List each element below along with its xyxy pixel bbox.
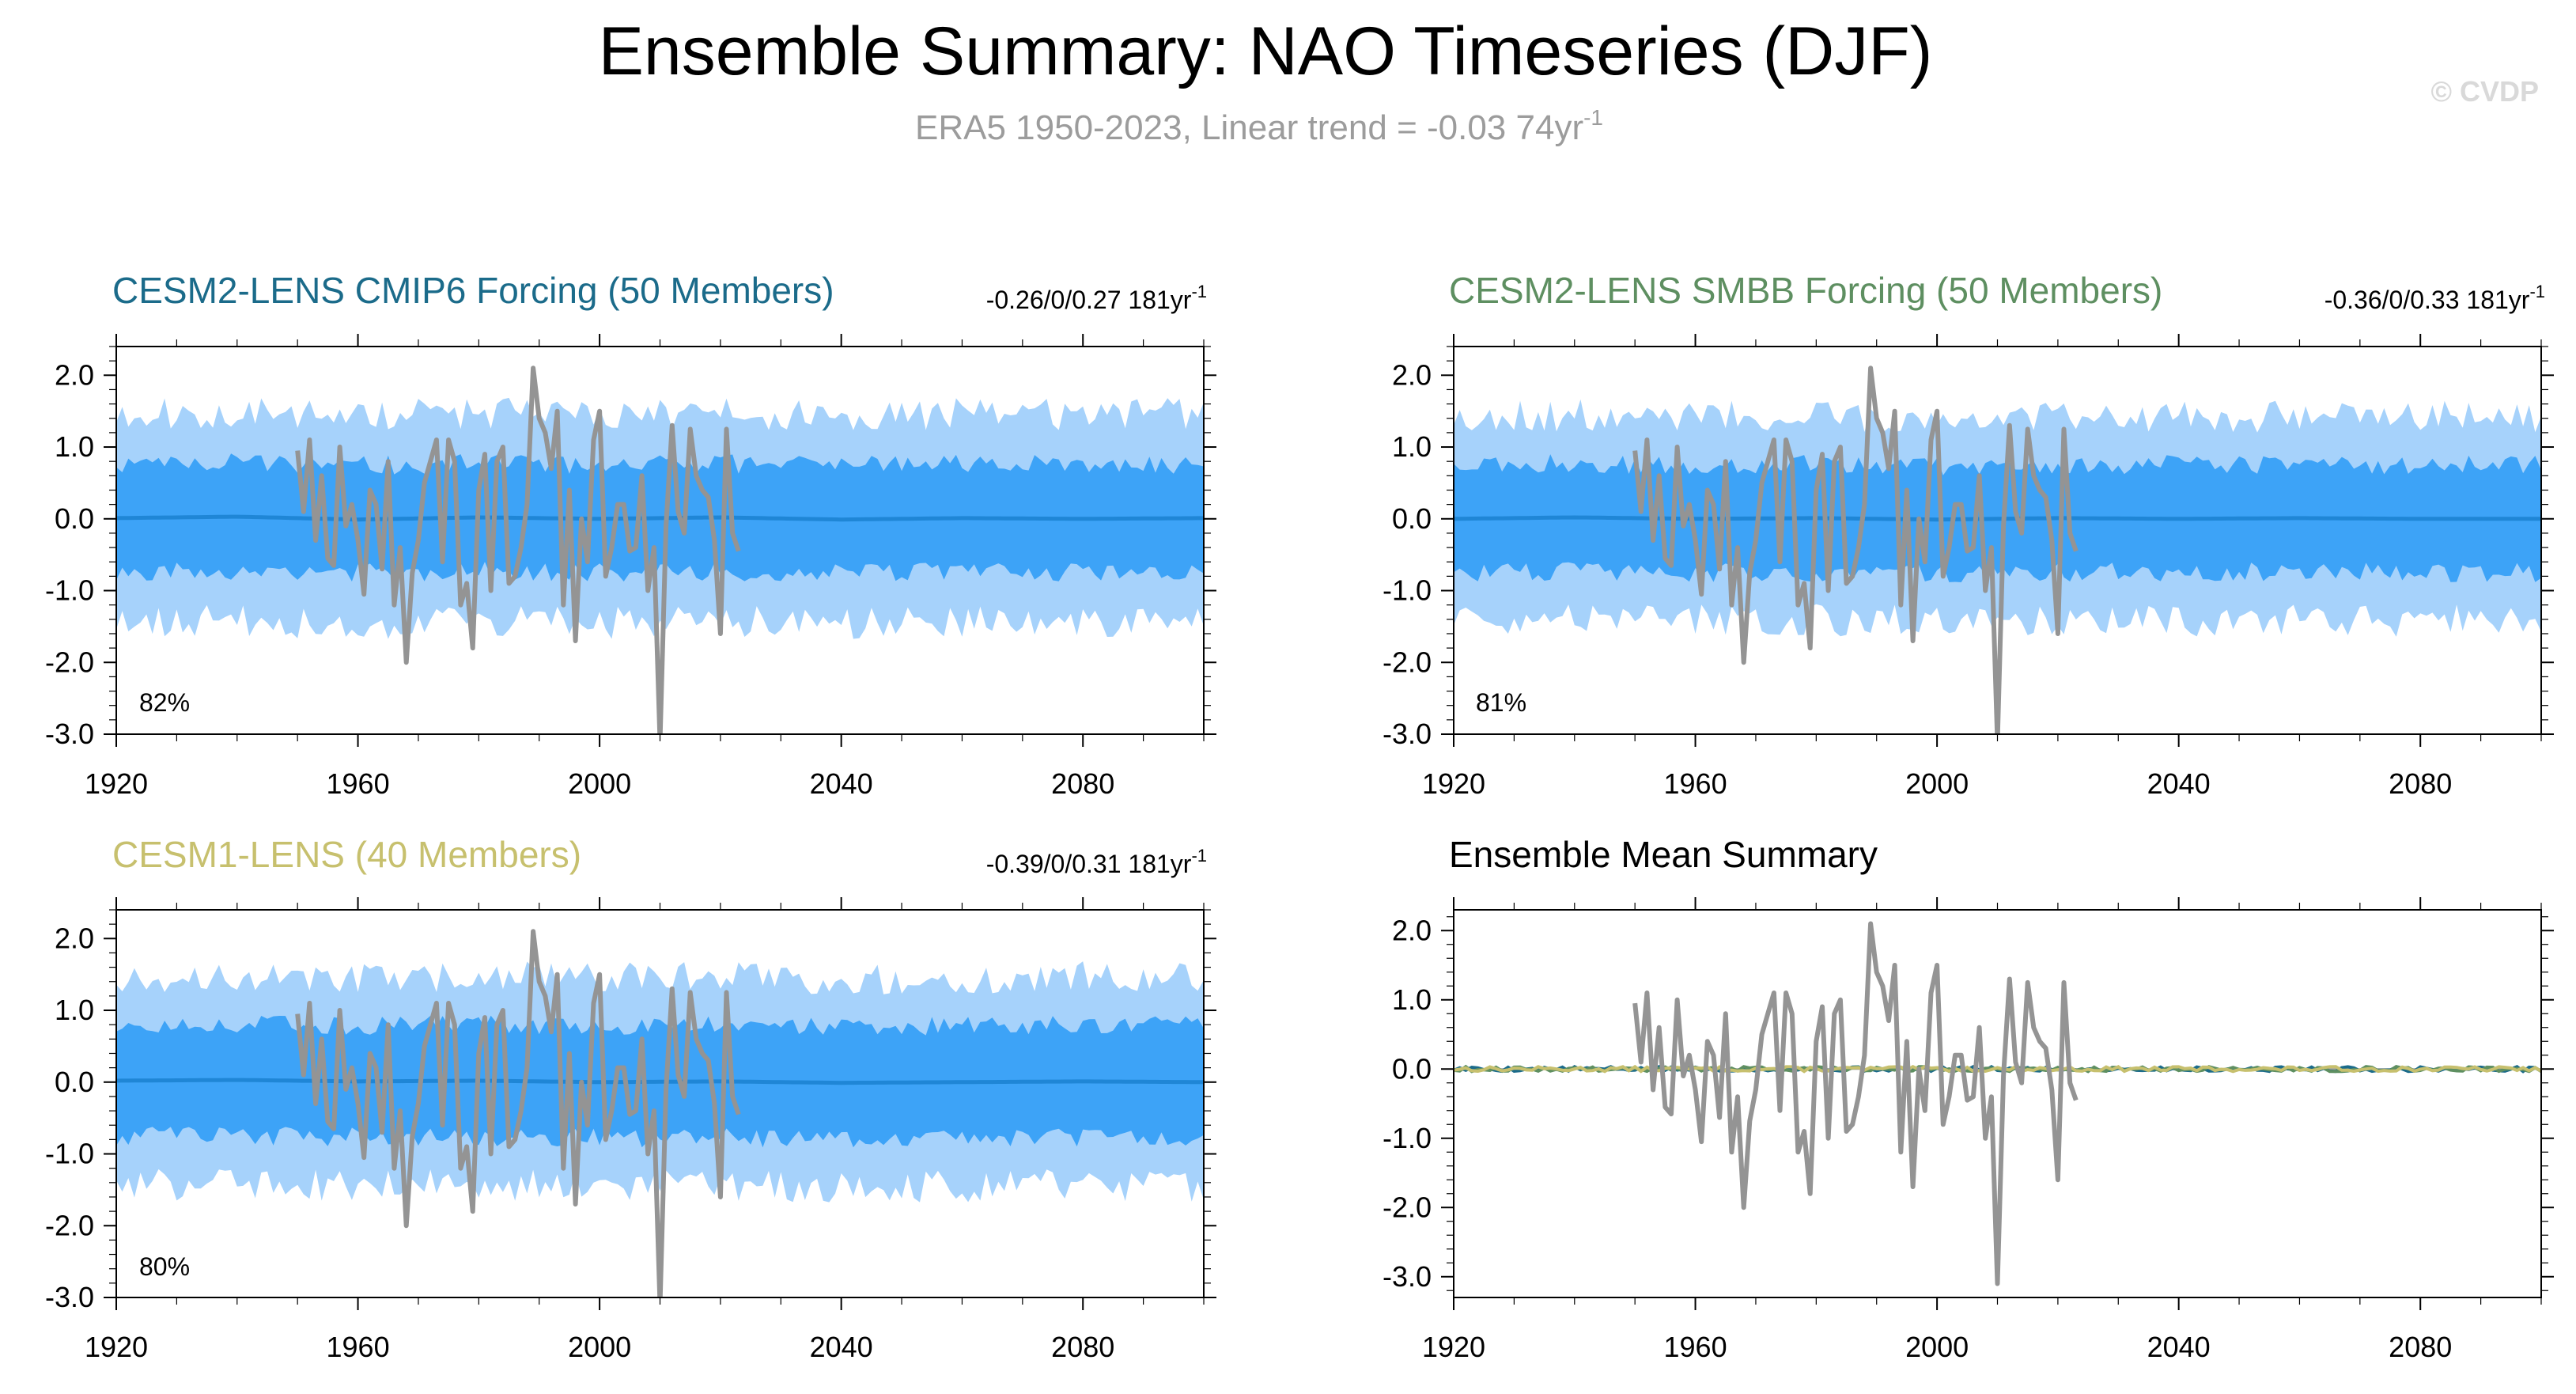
x-tick-label: 2080 <box>2389 767 2452 800</box>
y-tick-label: 0.0 <box>1392 502 1432 535</box>
summary-series-2 <box>1454 1064 2541 1074</box>
y-tick-label: -3.0 <box>45 1281 94 1313</box>
trend-text-cmip6: -0.26/0/0.27 181yr <box>986 286 1192 314</box>
panel-cesm1: CESM1-LENS (40 Members) -0.39/0/0.31 181… <box>45 834 1216 1363</box>
trend-text-cesm1: -0.39/0/0.31 181yr <box>986 850 1192 878</box>
x-tick-label: 2080 <box>1051 767 1114 800</box>
x-tick-label: 1960 <box>1664 1331 1727 1363</box>
ensemble-mean-line-cesm1 <box>116 1078 1204 1085</box>
x-tick-label: 1920 <box>1422 1331 1485 1363</box>
y-tick-label: 2.0 <box>55 922 94 954</box>
x-tick-label: 1960 <box>327 767 390 800</box>
y-tick-label: 1.0 <box>1392 983 1432 1016</box>
panel-title-summary: Ensemble Mean Summary <box>1449 834 1878 875</box>
x-tick-label: 2080 <box>2389 1331 2452 1363</box>
y-tick-label: 0.0 <box>55 502 94 535</box>
figure-title: Ensemble Summary: NAO Timeseries (DJF) <box>599 13 1933 89</box>
y-tick-label: 2.0 <box>1392 358 1432 391</box>
ensemble-mean-line-cmip6 <box>116 514 1204 522</box>
y-tick-label: -3.0 <box>45 718 94 750</box>
obs-line-summary <box>1632 921 2079 1286</box>
trend-sup-smbb: -1 <box>2529 282 2545 301</box>
y-tick-label: -1.0 <box>45 574 94 607</box>
panel-cmip6: CESM2-LENS CMIP6 Forcing (50 Members) -0… <box>45 270 1216 800</box>
x-tick-label: 2000 <box>1905 767 1969 800</box>
y-tick-label: -2.0 <box>1383 1191 1432 1223</box>
obs-line-smbb <box>1632 366 2079 734</box>
percent-label-cmip6: 82% <box>139 688 190 717</box>
plot-area-summary <box>1454 921 2541 1286</box>
y-tick-label: 0.0 <box>1392 1052 1432 1085</box>
panel-title-smbb: CESM2-LENS SMBB Forcing (50 Members) <box>1449 270 2162 311</box>
y-tick-label: 2.0 <box>55 358 94 391</box>
x-tick-label: 2040 <box>2147 1331 2211 1363</box>
x-tick-label: 2000 <box>568 767 631 800</box>
ensemble-mean-line-smbb <box>1454 515 2541 522</box>
y-tick-label: -1.0 <box>1383 1122 1432 1154</box>
x-tick-label: 2040 <box>810 1331 873 1363</box>
x-tick-label: 2040 <box>810 767 873 800</box>
subtitle-main: ERA5 1950-2023, Linear trend = -0.03 74y… <box>915 108 1583 147</box>
figure-subtitle: ERA5 1950-2023, Linear trend = -0.03 74y… <box>915 105 1603 147</box>
trend-sup-cmip6: -1 <box>1191 282 1207 301</box>
x-tick-label: 2040 <box>2147 767 2211 800</box>
trend-label-cmip6: -0.26/0/0.27 181yr-1 <box>986 282 1207 314</box>
plot-summary: 2.0 1.0 0.0 -1.0 -2.0 -3.0 1920 1960 2000 2040 208… <box>1383 897 2554 1363</box>
x-tick-label: 1920 <box>85 767 148 800</box>
y-tick-label: -2.0 <box>45 1209 94 1241</box>
x-tick-label: 2000 <box>568 1331 631 1363</box>
plot-area-smbb <box>1454 366 2541 734</box>
panel-summary: Ensemble Mean Summary 2.0 1.0 0.0 -1.0 -2.0 -… <box>1383 834 2554 1363</box>
trend-label-smbb: -0.36/0/0.33 181yr-1 <box>2324 282 2545 314</box>
y-tick-label: 1.0 <box>55 994 94 1026</box>
y-tick-label: -2.0 <box>1383 646 1432 678</box>
watermark: © CVDP <box>2430 75 2539 108</box>
percent-label-smbb: 81% <box>1476 688 1526 717</box>
y-tick-label: -1.0 <box>1383 574 1432 607</box>
trend-sup-cesm1: -1 <box>1191 846 1207 866</box>
y-tick-label: -3.0 <box>1383 1260 1432 1293</box>
obs-line-cesm1 <box>295 929 741 1297</box>
y-tick-label: 1.0 <box>55 430 94 463</box>
y-tick-label: 0.0 <box>55 1066 94 1098</box>
plot-area-cesm1 <box>116 929 1204 1297</box>
obs-line-cmip6 <box>295 366 741 734</box>
plot-cesm1: 2.0 1.0 0.0 -1.0 -2.0 -3.0 1920 1960 2000 2040 208… <box>45 897 1216 1363</box>
x-tick-label: 2080 <box>1051 1331 1114 1363</box>
x-tick-label: 1920 <box>1422 767 1485 800</box>
panel-title-cesm1: CESM1-LENS (40 Members) <box>112 834 581 875</box>
y-tick-label: 1.0 <box>1392 430 1432 463</box>
y-tick-label: 2.0 <box>1392 914 1432 946</box>
percent-label-cesm1: 80% <box>139 1252 190 1281</box>
panel-smbb: CESM2-LENS SMBB Forcing (50 Members) -0.… <box>1383 270 2554 800</box>
trend-label-cesm1: -0.39/0/0.31 181yr-1 <box>986 846 1207 878</box>
x-tick-label: 1920 <box>85 1331 148 1363</box>
x-tick-label: 2000 <box>1905 1331 1969 1363</box>
subtitle-sup: -1 <box>1583 105 1603 130</box>
panel-title-cmip6: CESM2-LENS CMIP6 Forcing (50 Members) <box>112 270 834 311</box>
y-tick-label: -3.0 <box>1383 718 1432 750</box>
plot-cmip6: 2.0 1.0 0.0 -1.0 -2.0 -3.0 1920 1960 2000 2040 208… <box>45 334 1216 800</box>
x-tick-label: 1960 <box>327 1331 390 1363</box>
trend-text-smbb: -0.36/0/0.33 181yr <box>2324 286 2530 314</box>
plot-smbb: 2.0 1.0 0.0 -1.0 -2.0 -3.0 1920 1960 2000 2040 208… <box>1383 334 2554 800</box>
y-tick-label: -1.0 <box>45 1138 94 1170</box>
x-tick-label: 1960 <box>1664 767 1727 800</box>
y-tick-label: -2.0 <box>45 646 94 678</box>
plot-area-cmip6 <box>116 366 1204 734</box>
